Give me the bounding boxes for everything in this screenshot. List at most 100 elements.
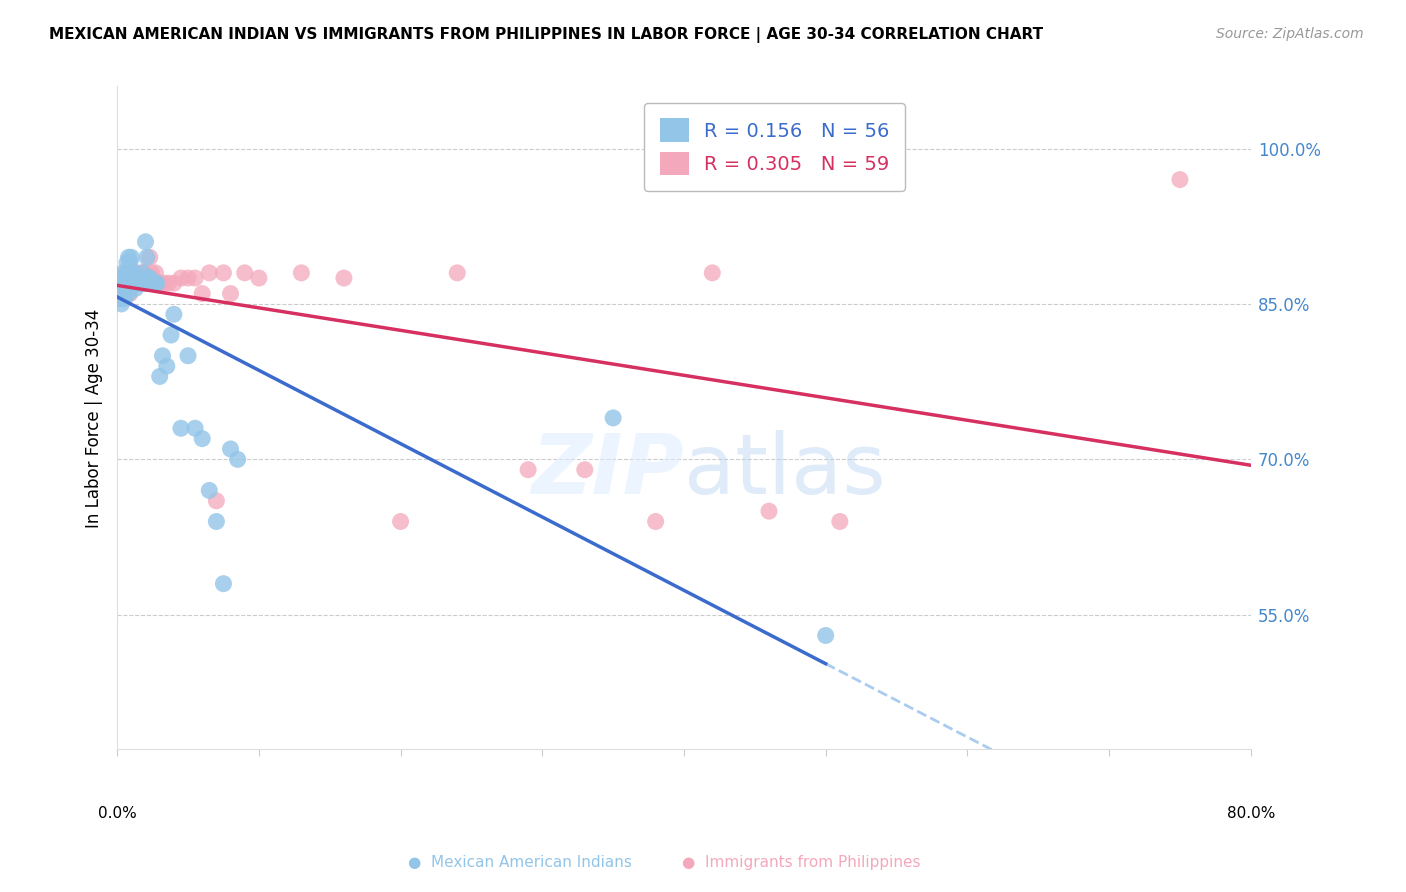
Text: Source: ZipAtlas.com: Source: ZipAtlas.com [1216,27,1364,41]
Point [163,277,186,291]
Point [136,271,159,285]
Point [138,271,160,285]
Point [184,271,207,285]
Point [138,277,160,291]
Point [114,271,136,285]
Point [131,277,153,291]
Point [152,349,174,363]
Point [112,277,135,291]
Point [114,277,136,291]
Text: MEXICAN AMERICAN INDIAN VS IMMIGRANTS FROM PHILIPPINES IN LABOR FORCE | AGE 30-3: MEXICAN AMERICAN INDIAN VS IMMIGRANTS FR… [49,27,1043,43]
Point [110,271,132,285]
Point [333,271,356,285]
Point [226,452,249,467]
Point [132,266,155,280]
Point [112,286,135,301]
Point [115,277,138,291]
Point [131,266,153,280]
Point [127,277,149,291]
Point [120,250,142,264]
Point [124,271,146,285]
Point [124,266,146,280]
Point [219,286,242,301]
Point [446,266,468,280]
Point [117,286,139,301]
Point [191,432,214,446]
Point [129,266,152,280]
Point [121,271,143,285]
Point [128,271,150,285]
Point [153,277,176,291]
Point [110,277,132,291]
Point [702,266,724,280]
Point [219,442,242,456]
Point [602,411,624,425]
Point [146,277,169,291]
Text: 0.0%: 0.0% [98,806,136,822]
Point [247,271,270,285]
Point [212,266,235,280]
Point [111,281,134,295]
Point [110,286,132,301]
Point [205,515,228,529]
Point [205,493,228,508]
Point [122,266,145,280]
Text: 80.0%: 80.0% [1226,806,1275,822]
Point [149,369,172,384]
Text: atlas: atlas [683,431,886,511]
Point [120,266,142,280]
Point [120,271,142,285]
Point [114,266,136,280]
Point [117,250,139,264]
Point [1168,172,1191,186]
Point [115,255,138,269]
Point [644,515,666,529]
Point [145,277,167,291]
Point [132,277,155,291]
Point [177,349,200,363]
Point [142,277,165,291]
Point [122,277,145,291]
Point [141,266,163,280]
Point [118,255,141,269]
Point [110,281,132,295]
Point [120,266,142,280]
Point [198,266,221,280]
Point [814,628,837,642]
Point [118,277,141,291]
Point [145,266,167,280]
Point [128,271,150,285]
Point [111,271,134,285]
Point [117,271,139,285]
Point [517,463,540,477]
Point [127,277,149,291]
Point [115,281,138,295]
Point [125,277,148,291]
Y-axis label: In Labor Force | Age 30-34: In Labor Force | Age 30-34 [86,309,103,527]
Point [139,271,162,285]
Point [157,277,180,291]
Legend: R = 0.156   N = 56, R = 0.305   N = 59: R = 0.156 N = 56, R = 0.305 N = 59 [644,103,905,191]
Point [107,277,129,291]
Point [112,281,135,295]
Point [111,266,134,280]
Point [135,235,157,249]
Point [110,297,132,311]
Point [170,421,193,435]
Text: ●  Immigrants from Philippines: ● Immigrants from Philippines [682,855,921,870]
Point [191,286,214,301]
Point [170,271,193,285]
Point [139,250,162,264]
Point [111,271,134,285]
Point [136,250,159,264]
Point [828,515,851,529]
Text: ZIP: ZIP [531,431,683,511]
Point [177,271,200,285]
Point [198,483,221,498]
Point [112,292,135,306]
Point [108,292,131,306]
Point [121,277,143,291]
Point [115,266,138,280]
Point [114,277,136,291]
Text: ●  Mexican American Indians: ● Mexican American Indians [408,855,633,870]
